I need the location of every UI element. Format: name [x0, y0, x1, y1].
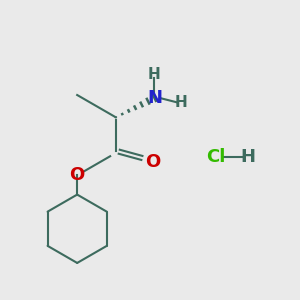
- Text: Cl: Cl: [206, 148, 225, 166]
- Text: N: N: [147, 89, 162, 107]
- Text: H: H: [148, 67, 161, 82]
- Text: O: O: [70, 166, 85, 184]
- Text: O: O: [145, 153, 160, 171]
- Text: H: H: [240, 148, 255, 166]
- Text: H: H: [175, 95, 188, 110]
